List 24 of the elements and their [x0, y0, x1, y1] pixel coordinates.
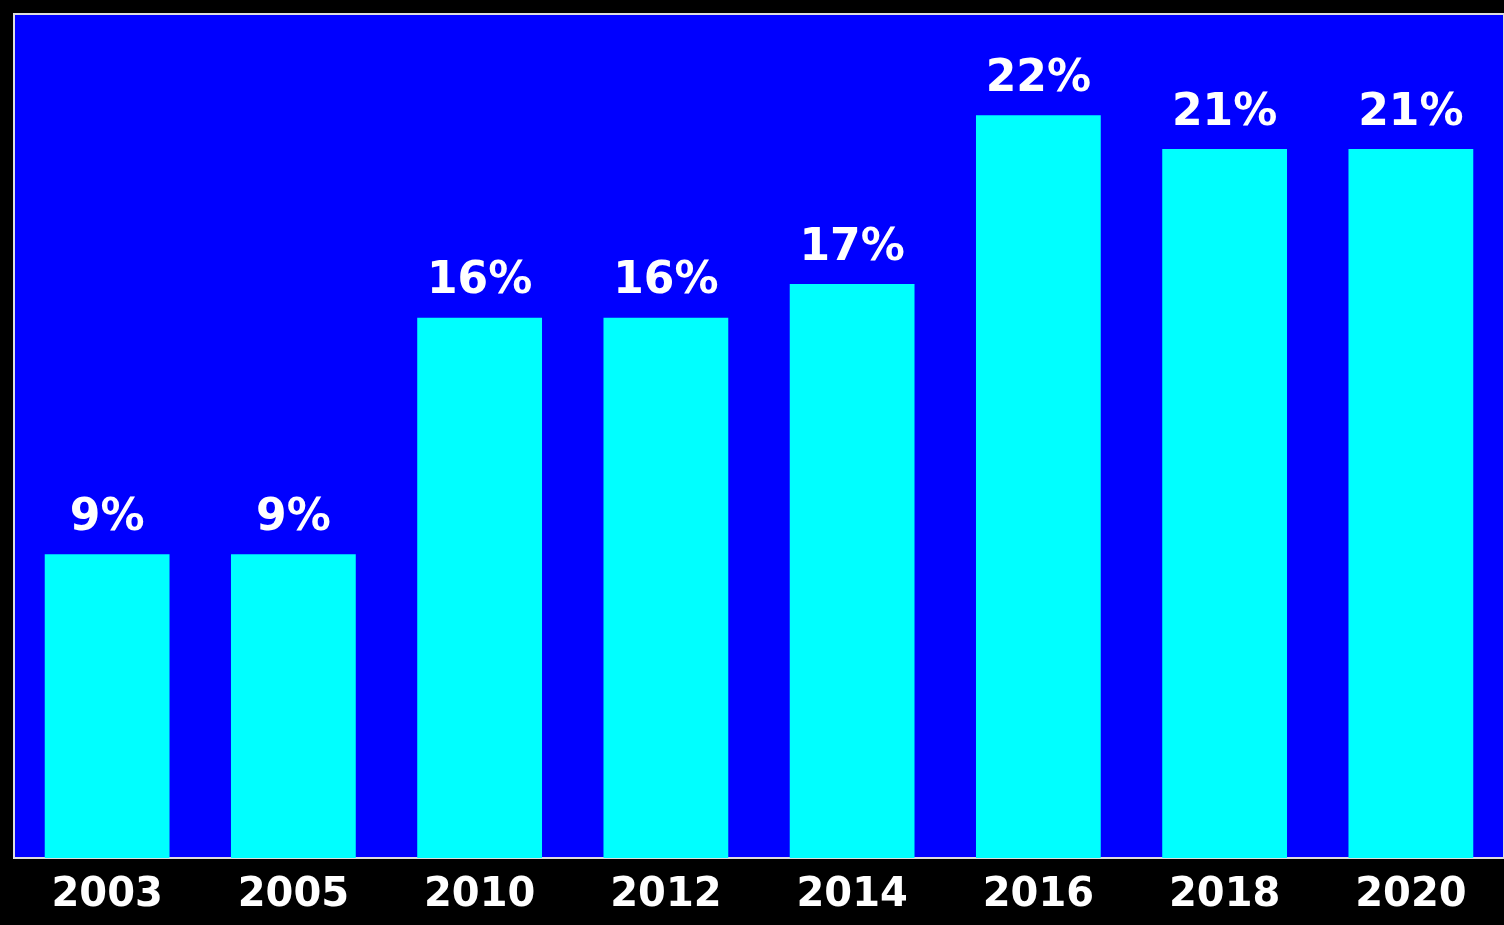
- x-tick-label: 2020: [1355, 869, 1467, 915]
- data-label: 21%: [1358, 83, 1464, 135]
- data-label: 21%: [1171, 83, 1278, 135]
- data-label: 9%: [69, 488, 145, 540]
- x-tick-label: 2018: [1168, 869, 1281, 915]
- x-tick-label: 2014: [796, 869, 908, 915]
- bar: [44, 554, 170, 858]
- data-label: 16%: [426, 252, 533, 304]
- data-label: 22%: [985, 49, 1092, 101]
- bar: [603, 317, 729, 858]
- data-label: 17%: [799, 218, 905, 270]
- bar: [975, 115, 1101, 858]
- x-tick-label: 2005: [237, 869, 350, 915]
- bar: [230, 554, 356, 858]
- bar: [1162, 149, 1288, 858]
- x-tick-label: 2012: [610, 869, 722, 915]
- x-tick-label: 2003: [51, 869, 163, 915]
- x-tick-label: 2010: [423, 869, 536, 915]
- data-label: 9%: [256, 488, 331, 540]
- data-label: 16%: [613, 252, 719, 304]
- bar: [1348, 149, 1474, 858]
- bar: [417, 317, 543, 858]
- x-tick-label: 2016: [982, 869, 1095, 915]
- bar: [789, 284, 915, 858]
